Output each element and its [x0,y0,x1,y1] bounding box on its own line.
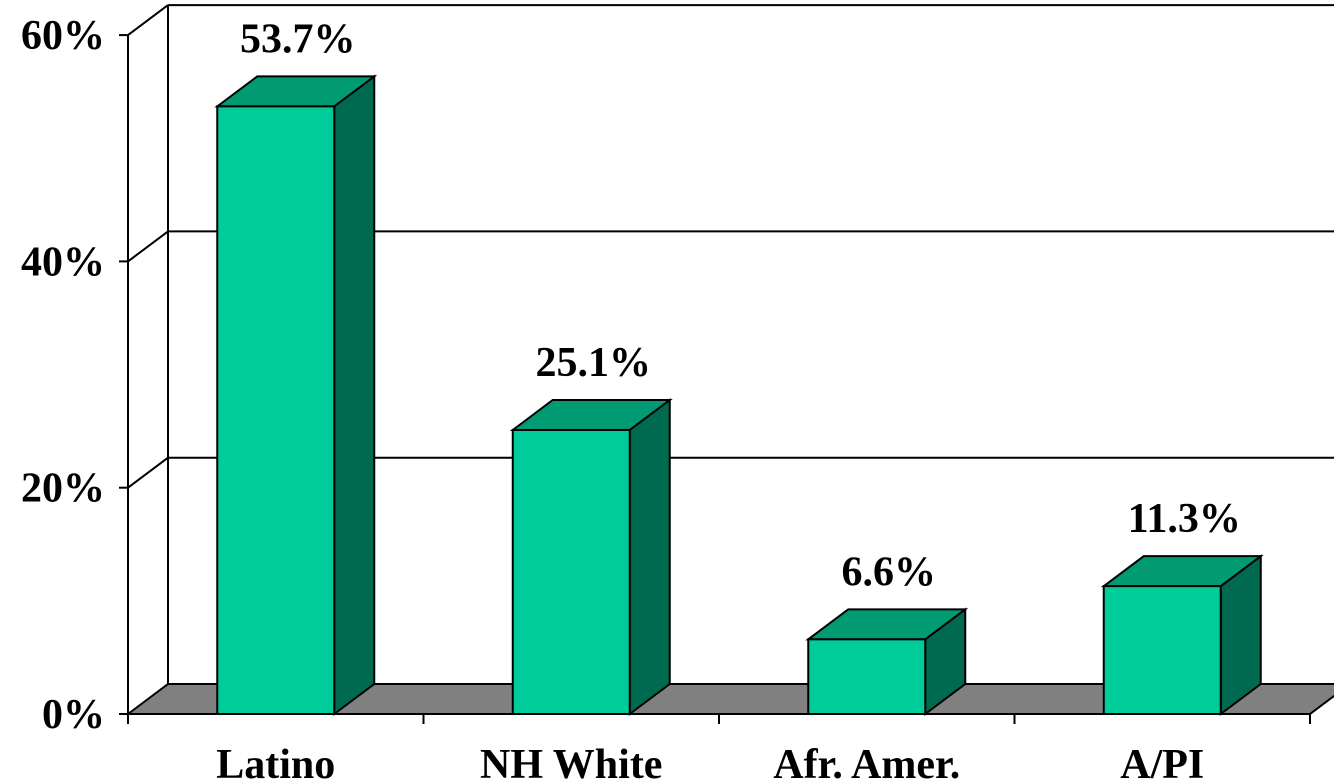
x-tick-label: Afr. Amer. [773,742,960,783]
y-axis [119,34,129,715]
bar-side [333,74,376,716]
data-label: 25.1% [536,340,652,386]
labels: 0% 20% 40% 60% 53.7% Latino 25.1% NH White 6.6% A… [21,13,1241,783]
side-wall-top-edge [127,4,169,36]
bar-afr-amer [805,607,969,716]
bar-a-pi [1100,554,1264,716]
y-tick-label: 40% [21,239,105,285]
y-tick-label: 60% [21,13,105,59]
y-tick-label: 20% [21,466,105,512]
bar-nh-white [509,397,673,716]
gridline-side [127,230,169,263]
gridline-side [127,456,169,489]
bar-front [1102,585,1222,715]
bar-latino [214,74,378,716]
bar-front [807,638,927,715]
bars [214,74,1264,716]
y-tick-label: 0% [42,692,105,738]
data-label: 6.6% [842,549,937,595]
bar-side [628,397,671,716]
bar-front [511,428,631,715]
x-tick-label: A/PI [1120,742,1204,783]
chart-walls [127,4,1334,684]
x-tick-label: NH White [480,742,662,783]
x-axis [127,713,1311,724]
data-label: 53.7% [240,16,356,62]
data-label: 11.3% [1128,496,1241,542]
bar-front [216,105,336,715]
x-tick-label: Latino [216,742,335,783]
